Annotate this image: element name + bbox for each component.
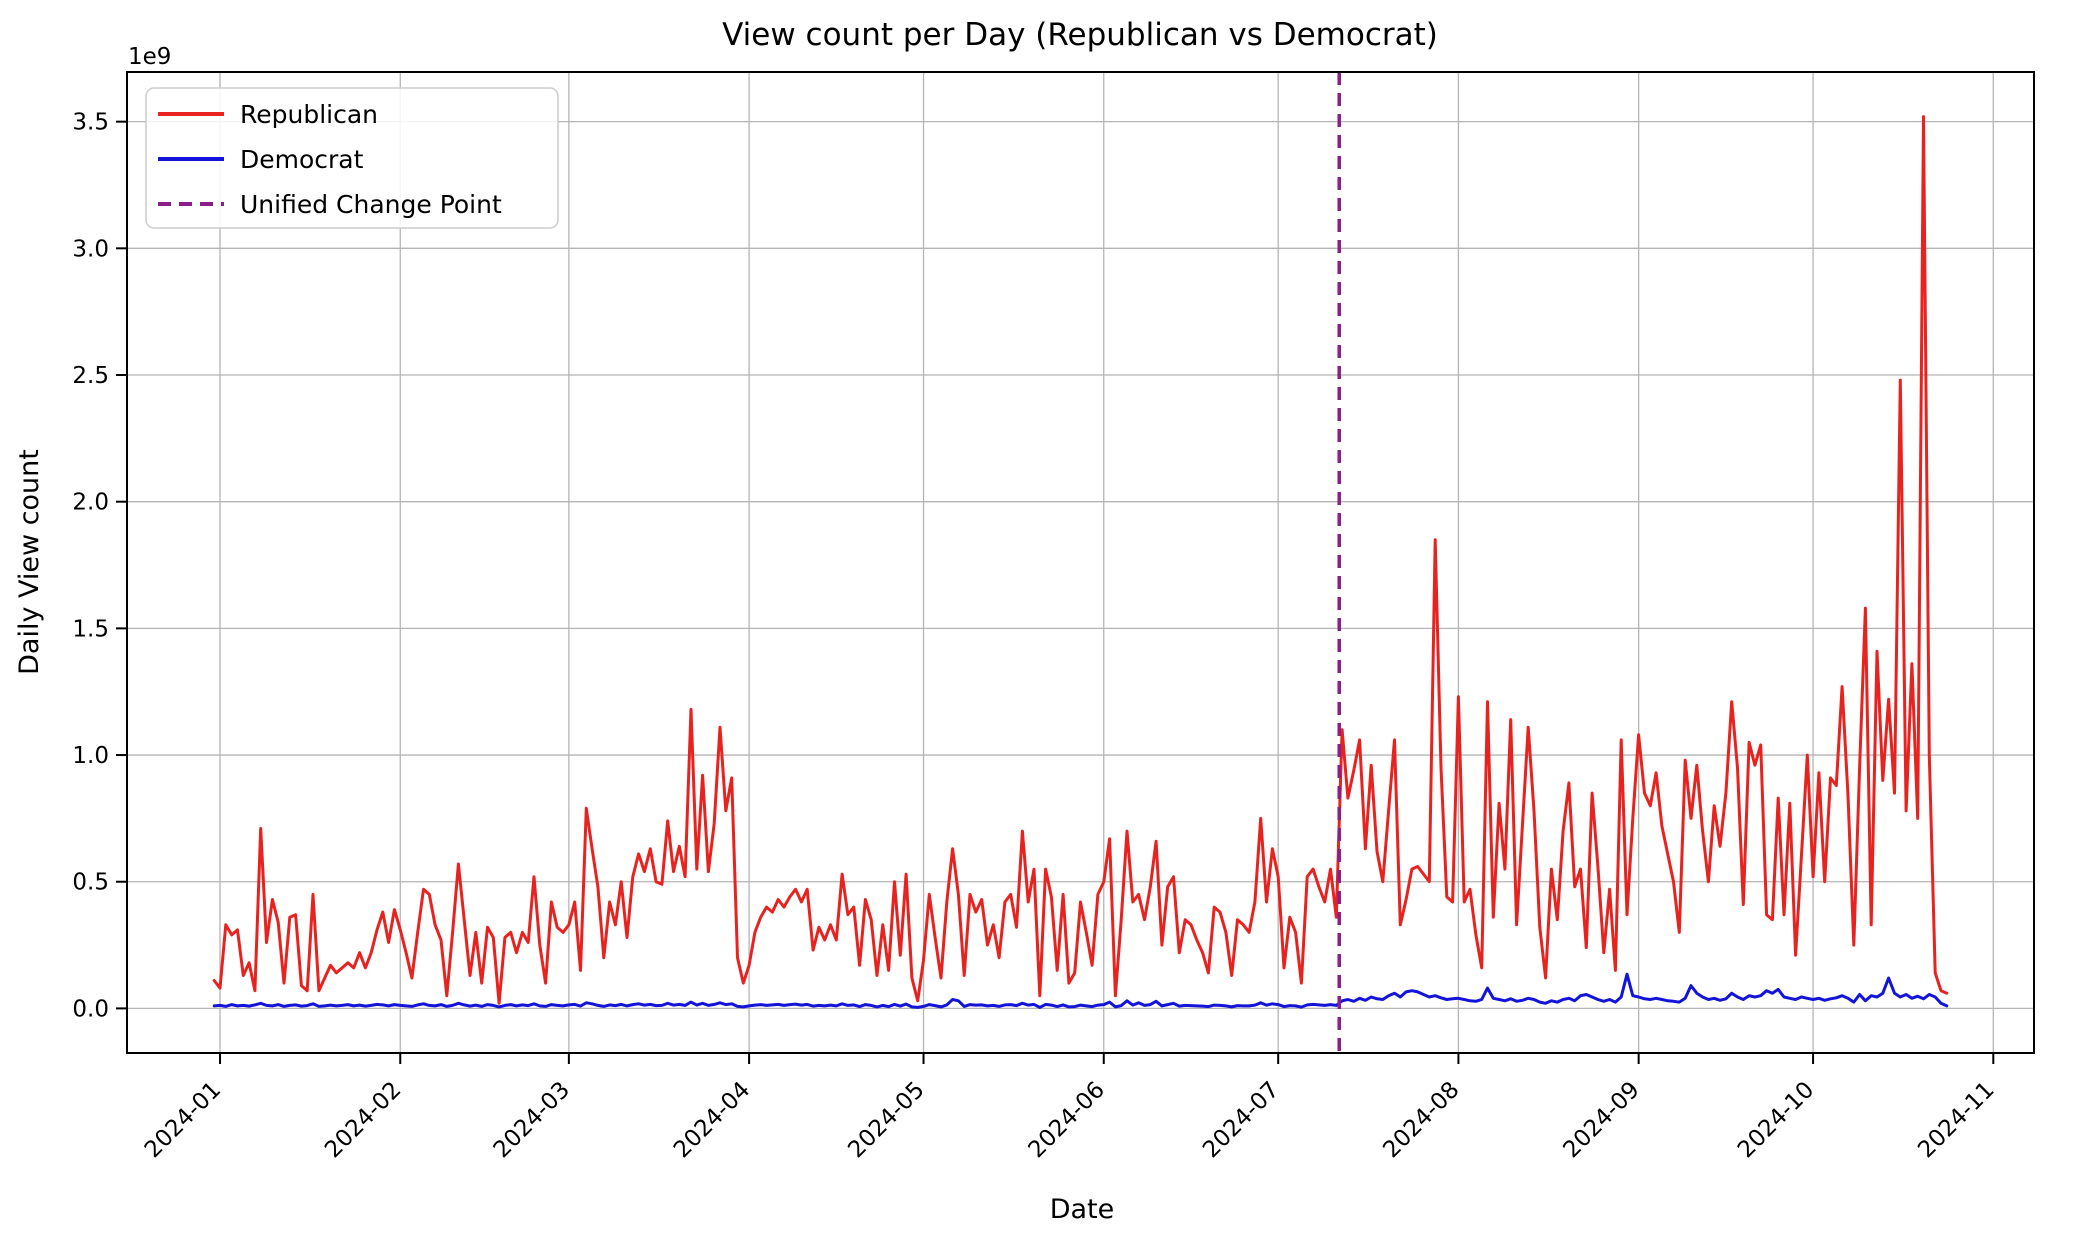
x-tick-label: 2024-09 bbox=[1559, 1077, 1645, 1163]
legend-label: Unified Change Point bbox=[240, 190, 502, 219]
x-axis-label: Date bbox=[1050, 1194, 1115, 1225]
x-tick-label: 2024-10 bbox=[1733, 1077, 1819, 1163]
legend-box bbox=[145, 87, 559, 229]
y-axis-label: Daily View count bbox=[14, 449, 45, 675]
legend: Republican Democrat Unified Change Point bbox=[145, 87, 559, 229]
y-tick-label: 0.5 bbox=[72, 870, 109, 896]
x-tick-label: 2024-06 bbox=[1024, 1077, 1110, 1163]
y-tick-label: 1.0 bbox=[72, 743, 109, 769]
grid-lines bbox=[127, 72, 2034, 1053]
x-tick-label: 2024-02 bbox=[320, 1077, 406, 1163]
x-tick-label: 2024-03 bbox=[489, 1077, 575, 1163]
x-tick-label: 2024-05 bbox=[843, 1077, 929, 1163]
y-tick-label: 2.0 bbox=[72, 490, 109, 516]
y-axis-offset-text: 1e9 bbox=[128, 44, 171, 70]
legend-label: Republican bbox=[240, 100, 378, 129]
y-tick-label: 1.5 bbox=[72, 616, 109, 642]
x-tick-label: 2024-01 bbox=[140, 1077, 226, 1163]
y-tick-label: 3.5 bbox=[72, 110, 109, 136]
axes-spines bbox=[126, 71, 2035, 1054]
y-tick-label: 3.0 bbox=[72, 236, 109, 262]
x-tick-label: 2024-07 bbox=[1198, 1077, 1284, 1163]
republican-line bbox=[212, 115, 1949, 1005]
y-tick-label: 2.5 bbox=[72, 363, 109, 389]
x-tick-label: 2024-04 bbox=[669, 1077, 755, 1163]
x-tick-label: 2024-11 bbox=[1913, 1077, 1999, 1163]
democrat-line bbox=[212, 972, 1949, 1009]
y-tick-label: 0.0 bbox=[72, 996, 109, 1022]
legend-label: Democrat bbox=[240, 145, 364, 174]
data-series bbox=[212, 115, 1949, 1009]
chart-title: View count per Day (Republican vs Democr… bbox=[722, 17, 1438, 53]
x-tick-label: 2024-08 bbox=[1378, 1077, 1464, 1163]
